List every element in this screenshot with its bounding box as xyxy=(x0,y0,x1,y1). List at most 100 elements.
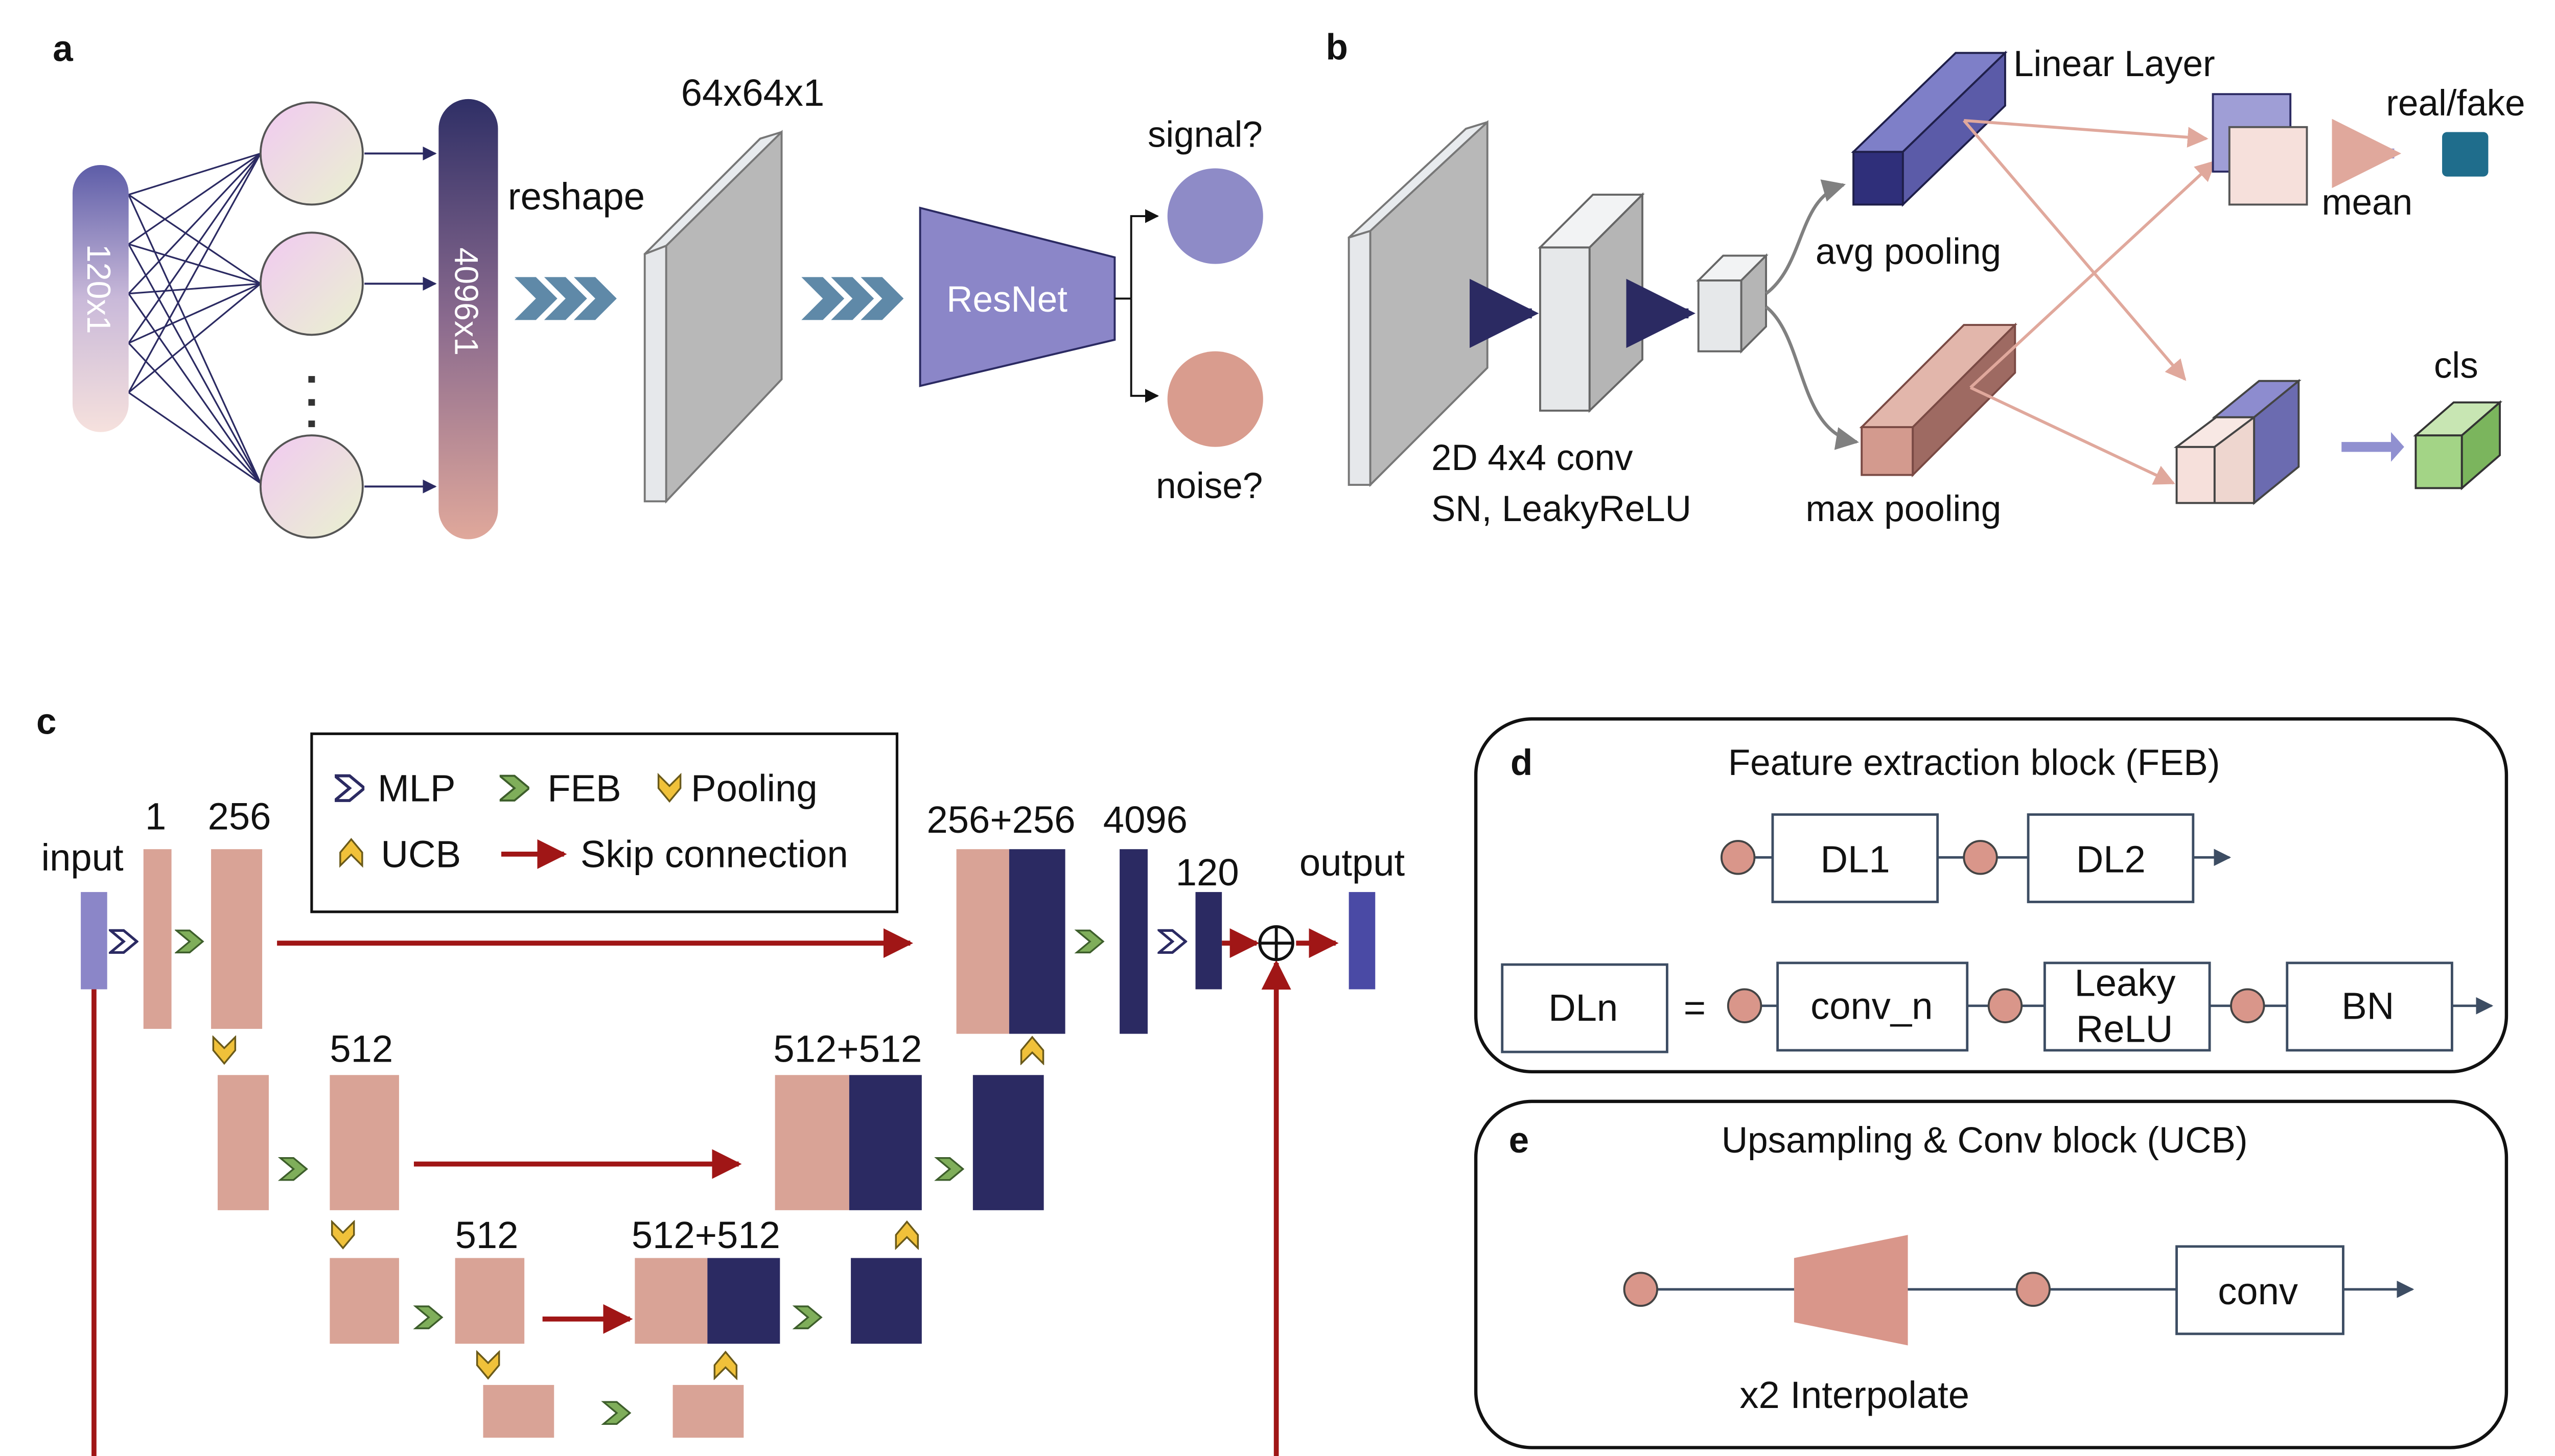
max-pool-block xyxy=(1859,322,2017,478)
bottleneck-b-block xyxy=(672,1384,744,1438)
ucb-chevron-2 xyxy=(895,1220,919,1250)
hidden-node-2 xyxy=(259,231,364,336)
dl2-box xyxy=(2027,813,2195,903)
avg-pool-label: avg pooling xyxy=(1816,232,2001,272)
mlp-chevron-2 xyxy=(1159,930,1186,952)
cls-output-cube xyxy=(2413,400,2503,490)
enc-256-block xyxy=(211,849,263,1029)
feb-chevron-5 xyxy=(795,1306,821,1328)
dec-4096-block xyxy=(1120,849,1148,1034)
interpolate-label: x2 Interpolate xyxy=(1739,1374,1969,1416)
dl2-label: DL2 xyxy=(2076,838,2146,880)
conv-label-line2: SN, LeakyReLU xyxy=(1431,489,1691,529)
hidden-node-1 xyxy=(259,101,364,206)
plane-size-label: 64x64x1 xyxy=(681,72,825,114)
feb-node-2 xyxy=(1963,840,1998,875)
real-fake-label: real/fake xyxy=(2386,83,2525,124)
avg-pool-block xyxy=(1851,51,2008,207)
linear-max-square xyxy=(2228,126,2308,206)
feb-panel-frame xyxy=(1474,717,2508,1074)
fc-connections xyxy=(128,152,262,484)
resnet-label: ResNet xyxy=(946,279,1067,320)
skip-connections xyxy=(91,928,1339,1456)
latent-input-label: 120x1 xyxy=(80,244,117,334)
legend-box xyxy=(310,732,899,913)
leaky-relu-label-2: ReLU xyxy=(2076,1008,2173,1050)
panel-a-letter: a xyxy=(53,29,73,69)
dim-120-label: 120 xyxy=(1176,851,1239,894)
legend-pooling: Pooling xyxy=(691,767,818,810)
pool-chevron-2 xyxy=(331,1220,355,1250)
linear-mapping-arrows xyxy=(1963,119,2216,485)
conv-feature-block xyxy=(1538,192,1645,413)
resnet-block xyxy=(919,206,1116,387)
feb-chevron-6 xyxy=(937,1158,963,1180)
signal-output xyxy=(1167,168,1263,264)
reshape-chevrons xyxy=(514,277,617,320)
dim-1-label: 1 xyxy=(145,795,166,837)
equals-sign: = xyxy=(1684,987,1706,1029)
panel-d-letter: d xyxy=(1511,743,1532,783)
dln-node-2 xyxy=(1987,988,2023,1023)
unet-output-label: output xyxy=(1299,841,1405,884)
panel-b: b 2D 4x4 conv SN, LeakyReLU xyxy=(1326,27,2525,529)
feb-node-1 xyxy=(1720,840,1756,875)
ellipsis-dots xyxy=(308,376,315,428)
unet-input-label: input xyxy=(41,836,124,879)
noise-output xyxy=(1167,351,1263,447)
dec-1-up-block xyxy=(1009,849,1065,1034)
signal-label: signal? xyxy=(1148,115,1263,155)
fc-output-bar xyxy=(438,99,498,539)
conv-n-label: conv_n xyxy=(1810,985,1933,1027)
pool-chevron-3 xyxy=(476,1351,500,1379)
legend-skip: Skip connection xyxy=(580,833,848,876)
dec-3-up-block xyxy=(707,1258,780,1344)
dim-256-256-label: 256+256 xyxy=(927,799,1076,841)
fc-output-label: 4096x1 xyxy=(448,247,485,356)
ucb-title: Upsampling & Conv block (UCB) xyxy=(1722,1120,2248,1161)
concat-feature-cube xyxy=(2173,379,2302,505)
dln-node-1 xyxy=(1727,988,1762,1023)
dim-512-b-label: 512 xyxy=(455,1214,519,1256)
small-feature-cube xyxy=(1696,253,1769,354)
mlp-chevron-1 xyxy=(110,930,137,952)
panel-c-letter: c xyxy=(36,701,56,742)
ucb-conv-box xyxy=(2175,1245,2344,1335)
dln-label: DLn xyxy=(1548,987,1618,1029)
classifier-branch xyxy=(1114,209,1159,403)
max-pool-label: max pooling xyxy=(1805,489,2001,529)
conv-label-line1: 2D 4x4 conv xyxy=(1431,438,1633,478)
ucb-node-1 xyxy=(1623,1272,1658,1307)
dim-256-label: 256 xyxy=(208,795,271,837)
residual-sum-icon xyxy=(1258,925,1294,961)
hidden-node-n xyxy=(259,434,364,539)
panel-c: c MLP FEB Pooling UCB Skip connection i xyxy=(36,701,1405,1456)
legend-mlp: MLP xyxy=(378,767,456,810)
mean-label: mean xyxy=(2322,182,2413,223)
panel-e-letter: e xyxy=(1509,1120,1529,1161)
real-fake-output xyxy=(2442,132,2489,177)
enc-512b-block xyxy=(455,1258,525,1344)
feb-chevron-4 xyxy=(603,1402,630,1424)
bn-box xyxy=(2286,961,2453,1052)
enc-2a-block xyxy=(217,1075,269,1210)
dec-120-block xyxy=(1195,892,1222,990)
ucb-chevron-1 xyxy=(713,1351,738,1379)
dl1-label: DL1 xyxy=(1821,838,1890,880)
dim-512-a-label: 512 xyxy=(330,1027,393,1070)
feb-title: Feature extraction block (FEB) xyxy=(1728,743,2220,783)
panel-d: d Feature extraction block (FEB) DL1 DL2… xyxy=(1474,717,2508,1074)
panel-b-letter: b xyxy=(1326,27,1348,67)
cls-label: cls xyxy=(2434,345,2478,386)
enc-1-block xyxy=(143,849,172,1029)
pool-chevron-1 xyxy=(212,1036,237,1065)
ucb-panel-frame xyxy=(1474,1099,2508,1449)
dln-box xyxy=(1501,963,1668,1053)
dec-3-skip-block xyxy=(635,1258,708,1344)
dec-2-skip-block xyxy=(775,1075,849,1210)
panel-a: a 120x1 4096x1 reshape xyxy=(53,29,1263,539)
interpolate-trapezoid xyxy=(1794,1235,1908,1346)
feb-chevron-3 xyxy=(415,1306,442,1328)
noise-label: noise? xyxy=(1156,466,1263,506)
latent-input-bar xyxy=(72,165,129,432)
